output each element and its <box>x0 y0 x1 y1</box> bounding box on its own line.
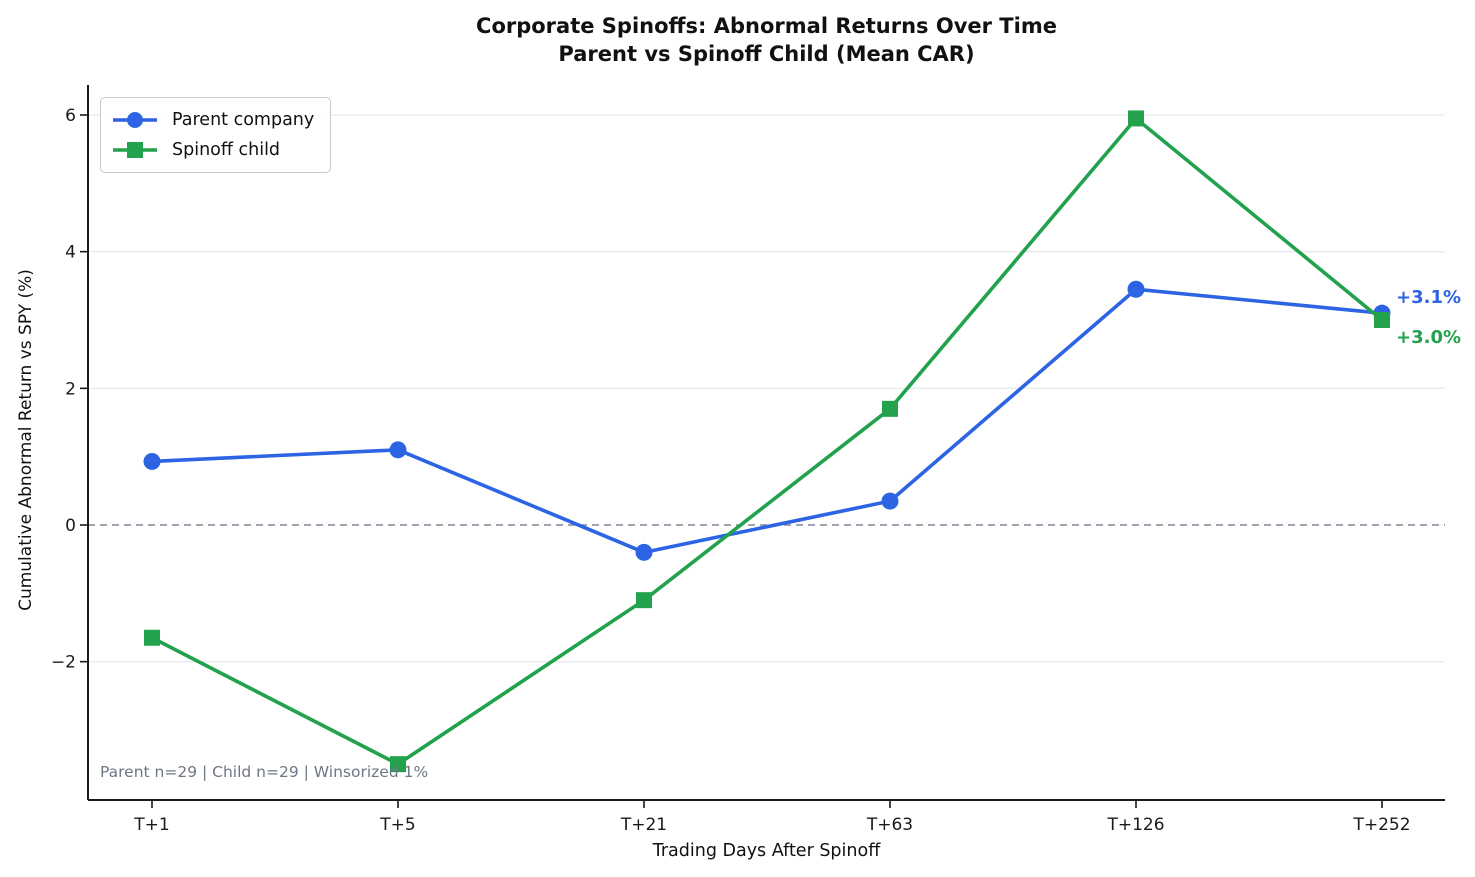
legend-swatch-child-square-icon <box>113 142 157 158</box>
legend-label-parent: Parent company <box>172 110 315 130</box>
x-tick-label: T+21 <box>620 815 667 835</box>
parent-data-point-T+1 <box>143 452 161 470</box>
x-tick-label: T+1 <box>133 815 169 835</box>
parent-data-point-T+5 <box>389 441 407 459</box>
parent-data-point-T+126 <box>1127 280 1145 298</box>
legend-swatch-parent-circle-icon <box>113 112 157 128</box>
chart-title-block: Corporate Spinoffs: Abnormal Returns Ove… <box>88 12 1445 68</box>
child-data-point-T+5 <box>390 756 406 773</box>
parent-series-line <box>150 287 1384 555</box>
y-tick-label: 4 <box>65 243 76 263</box>
parent-data-point-T+63 <box>881 492 899 510</box>
parent-data-point-T+21 <box>635 543 653 561</box>
parent-end-value-label: +3.1% <box>1396 287 1462 309</box>
chart-title: Corporate Spinoffs: Abnormal Returns Ove… <box>476 14 1057 38</box>
x-tick-label: T+63 <box>866 815 913 835</box>
y-tick-label: 2 <box>65 379 76 399</box>
x-tick-label: T+252 <box>1352 815 1410 835</box>
y-tick-label: −2 <box>51 653 76 673</box>
child-data-point-T+126 <box>1128 110 1144 127</box>
legend-item-child: Spinoff child <box>112 135 314 165</box>
legend-label-child: Spinoff child <box>172 140 281 160</box>
x-tick-label: T+5 <box>379 815 415 835</box>
child-data-point-T+21 <box>636 592 652 609</box>
legend-item-parent: Parent company <box>112 105 314 135</box>
y-tick-label: 6 <box>65 106 76 126</box>
x-tick-label: T+126 <box>1106 815 1164 835</box>
sample-size-footnote: Parent n=29 | Child n=29 | Winsorized 1% <box>100 763 429 781</box>
y-axis-label: Cumulative Abnormal Return vs SPY (%) <box>16 269 36 611</box>
child-end-value-label: +3.0% <box>1396 327 1462 348</box>
child-data-point-T+1 <box>144 629 160 646</box>
child-series-line <box>150 116 1384 766</box>
x-axis-label: Trading Days After Spinoff <box>652 841 881 861</box>
y-tick-label: 0 <box>65 516 76 536</box>
chart-subtitle: Parent vs Spinoff Child (Mean CAR) <box>558 42 975 66</box>
child-data-point-T+63 <box>882 400 898 417</box>
child-data-point-T+252 <box>1374 312 1390 329</box>
legend: Parent company Spinoff child <box>100 97 332 173</box>
